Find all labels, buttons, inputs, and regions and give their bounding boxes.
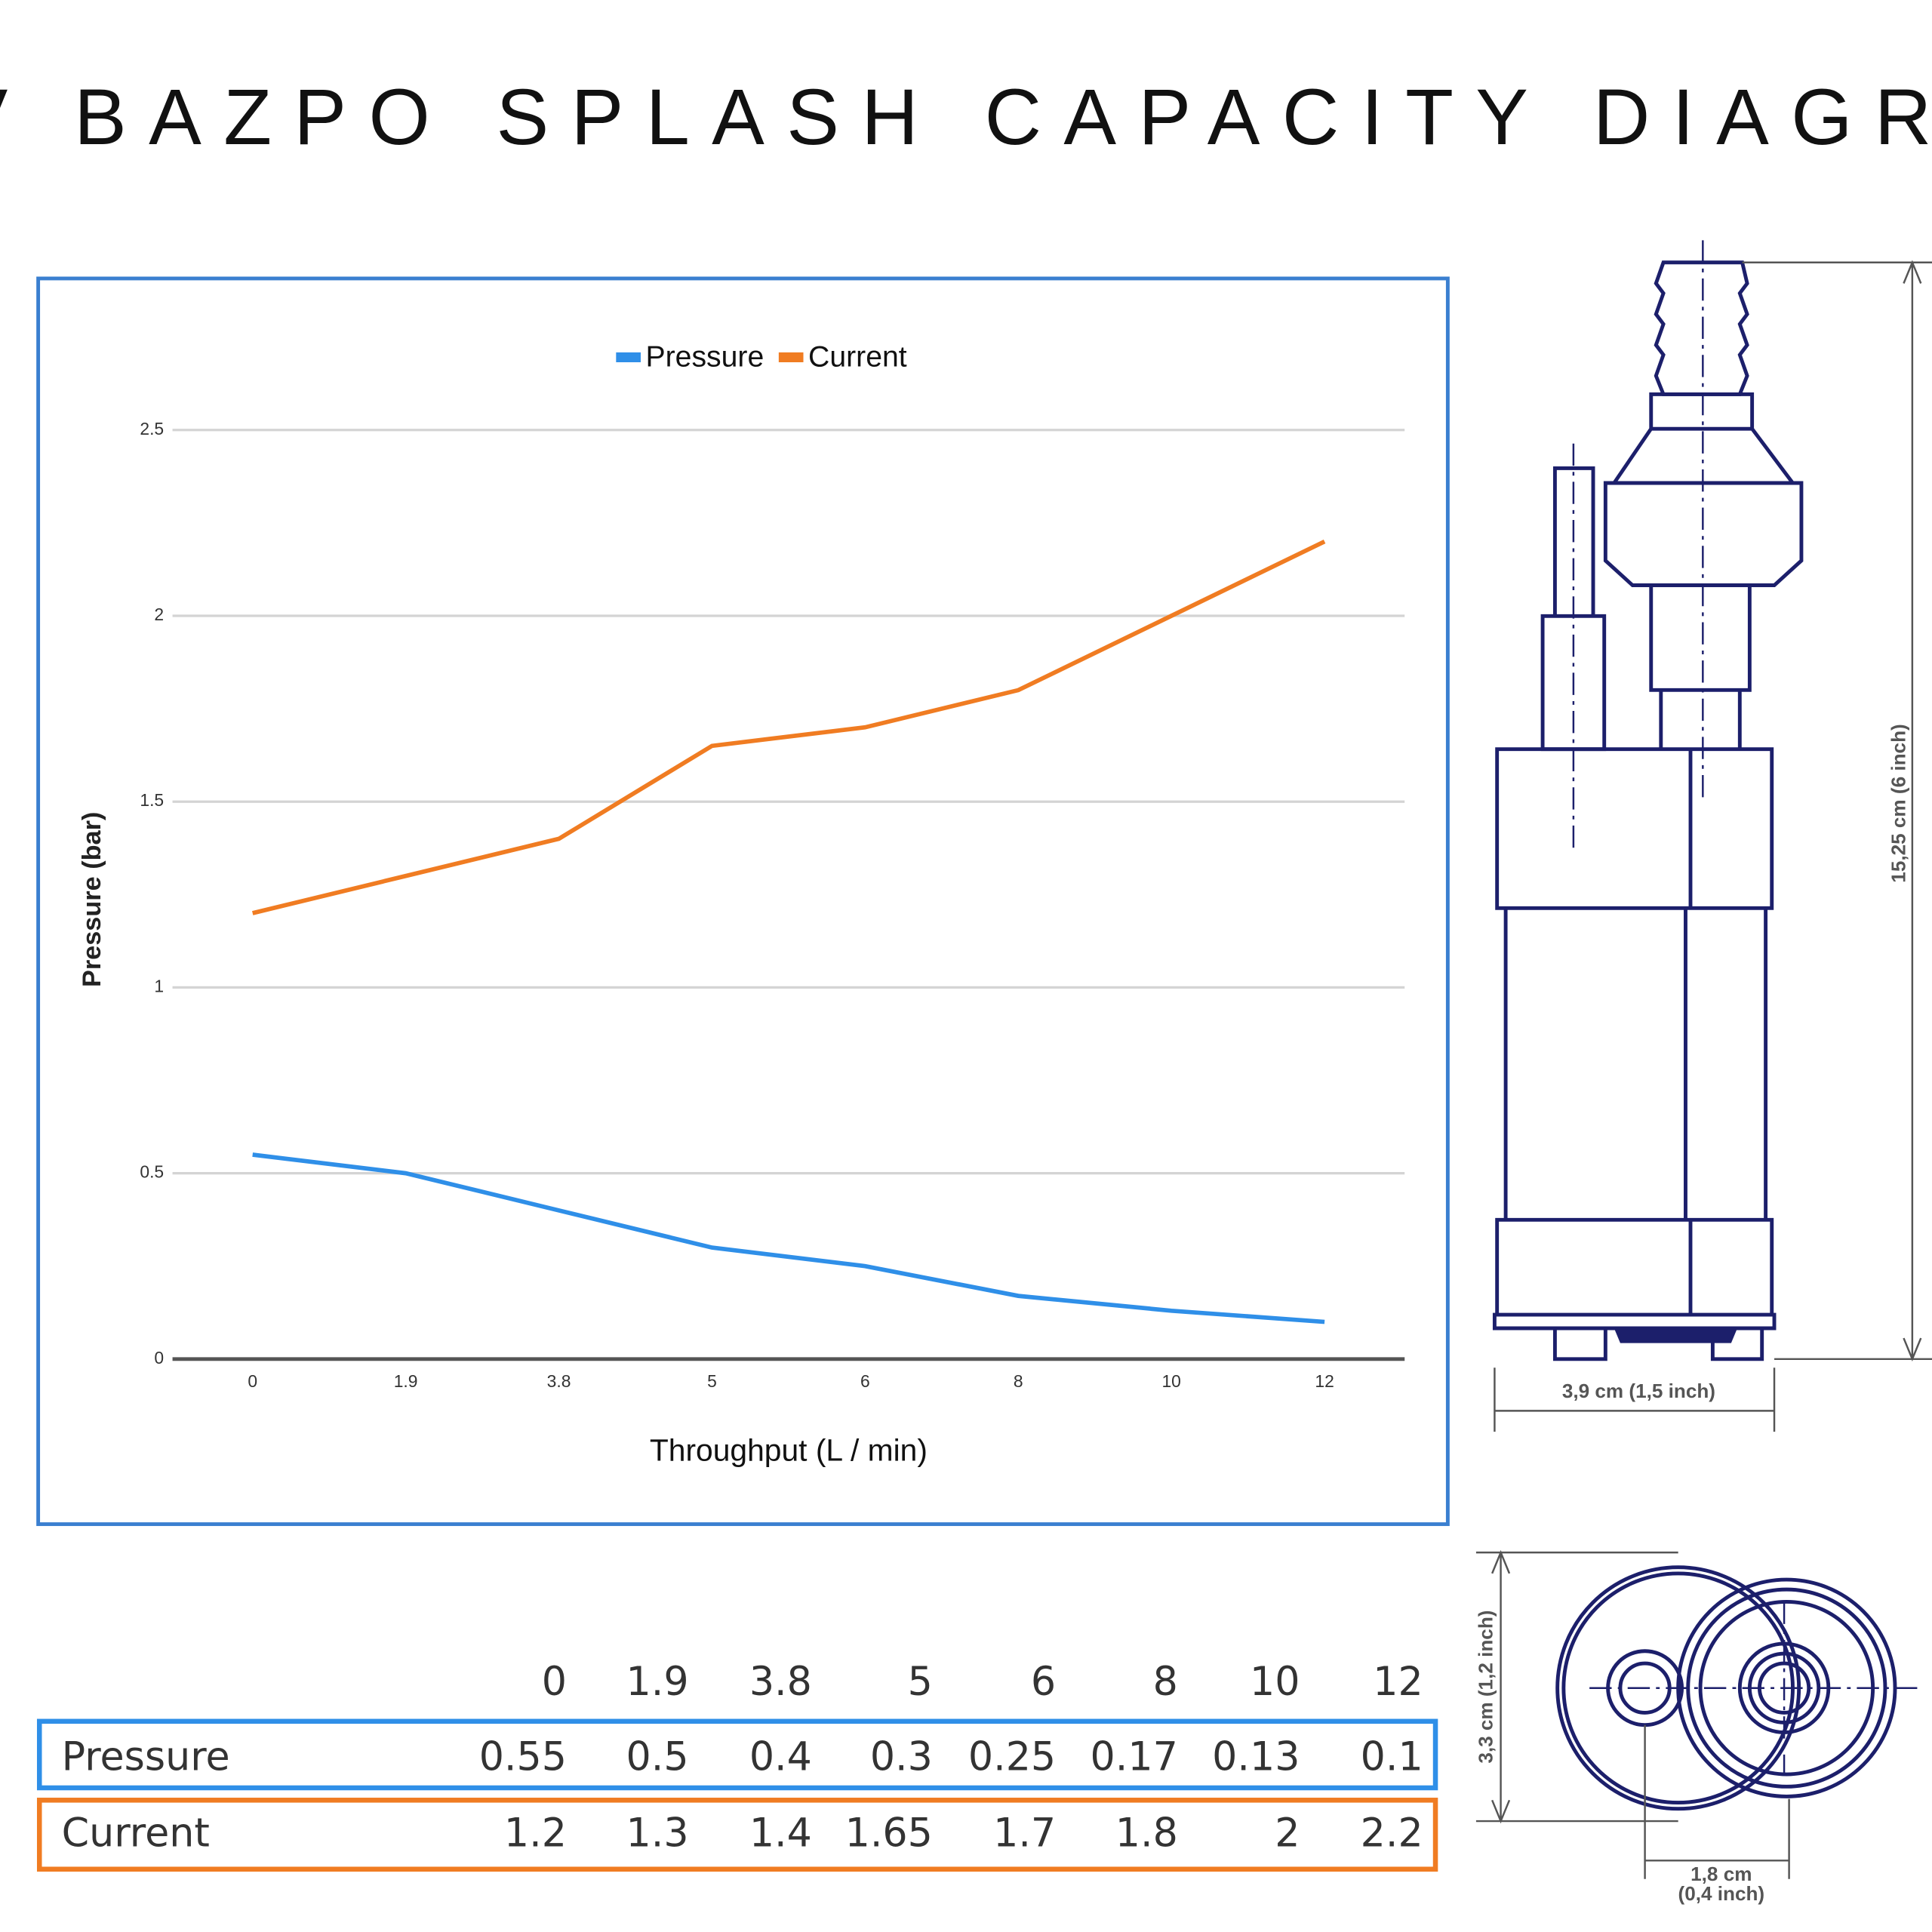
table-header: 1.9 xyxy=(626,1660,689,1705)
table-value: 1.4 xyxy=(749,1811,812,1857)
table-value: 0.1 xyxy=(1361,1734,1423,1780)
y-axis-label: Pressure (bar) xyxy=(78,812,106,987)
x-tick-label: 1.9 xyxy=(394,1371,418,1391)
table-header: 3.8 xyxy=(749,1660,812,1705)
table-value: 1.3 xyxy=(626,1811,689,1857)
table-value: 0.17 xyxy=(1091,1734,1178,1780)
x-tick-label: 6 xyxy=(860,1371,870,1391)
table-header: 12 xyxy=(1373,1660,1423,1705)
x-tick-label: 3.8 xyxy=(547,1371,571,1391)
table-header: 5 xyxy=(908,1660,933,1705)
dimension-label: 1,8 cm xyxy=(1690,1863,1752,1885)
dimension-label: (0,4 inch) xyxy=(1678,1882,1765,1905)
table-value: 1.65 xyxy=(845,1811,933,1857)
pump-side-view xyxy=(1492,240,1804,1361)
table-header: 6 xyxy=(1031,1660,1056,1705)
y-tick-label: 1 xyxy=(154,976,164,995)
series-line xyxy=(252,1152,1325,1324)
x-tick-label: 10 xyxy=(1161,1371,1180,1391)
table-header: 0 xyxy=(542,1660,567,1705)
x-tick-label: 12 xyxy=(1315,1371,1334,1391)
table-header: 8 xyxy=(1153,1660,1178,1705)
table-value: 0.3 xyxy=(870,1734,933,1780)
x-tick-label: 5 xyxy=(707,1371,717,1391)
pressure-row-frame xyxy=(36,1718,1438,1791)
current-row-frame xyxy=(36,1798,1438,1872)
table-value: 0.4 xyxy=(749,1734,812,1780)
table-value: 1.2 xyxy=(504,1811,567,1857)
page-title: 12V BAZPO SPLASH CAPACITY DIAGRAM xyxy=(0,73,1932,162)
series-line xyxy=(252,539,1326,915)
table-value: 0.5 xyxy=(626,1734,689,1780)
x-tick-label: 0 xyxy=(248,1371,257,1391)
table-value: 0.13 xyxy=(1212,1734,1300,1780)
row-label: Current xyxy=(62,1811,210,1857)
legend-marker xyxy=(778,352,804,362)
table-value: 0.55 xyxy=(479,1734,567,1780)
row-label: Pressure xyxy=(62,1734,230,1780)
chart-frame xyxy=(36,276,1450,1527)
legend-label: Pressure xyxy=(646,340,764,373)
dimension-label: 15,25 cm (6 inch) xyxy=(1887,724,1909,882)
y-tick-label: 0 xyxy=(154,1348,164,1367)
table-value: 0.25 xyxy=(968,1734,1056,1780)
table-value: 1.7 xyxy=(993,1811,1056,1857)
y-tick-label: 1.5 xyxy=(140,790,164,810)
y-tick-label: 2 xyxy=(154,605,164,624)
x-axis-label: Throughput (L / min) xyxy=(650,1433,928,1468)
table-value: 2.2 xyxy=(1361,1811,1423,1857)
legend-label: Current xyxy=(808,340,907,373)
x-tick-label: 8 xyxy=(1014,1371,1023,1391)
table-value: 1.8 xyxy=(1115,1811,1178,1857)
pump-top-view xyxy=(1555,1565,1922,1811)
legend-marker xyxy=(616,352,641,362)
dimension-label: 3,9 cm (1,5 inch) xyxy=(1562,1380,1715,1402)
y-tick-label: 2.5 xyxy=(140,419,164,438)
table-header: 10 xyxy=(1250,1660,1300,1705)
table-value: 2 xyxy=(1275,1811,1300,1857)
y-tick-label: 0.5 xyxy=(140,1162,164,1182)
dimension-lines xyxy=(1475,260,1932,1879)
dimension-label: 3,3 cm (1,2 inch) xyxy=(1475,1611,1497,1764)
